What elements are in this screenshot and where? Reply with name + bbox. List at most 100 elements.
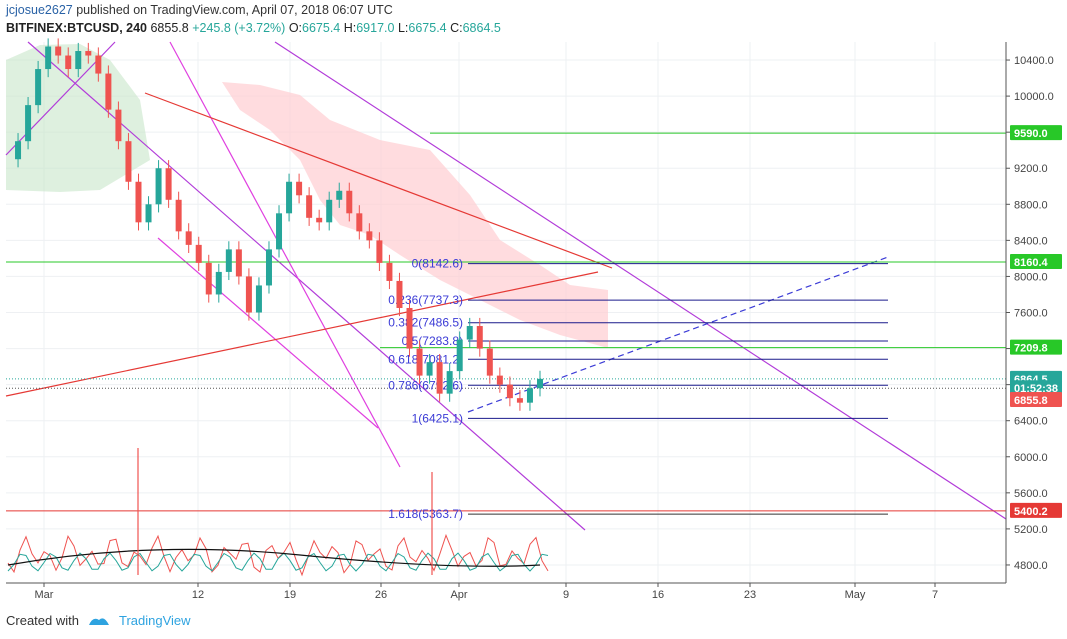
candle-body <box>145 204 152 223</box>
volume-indicator <box>7 448 549 577</box>
volume-average-line <box>7 548 541 567</box>
author-link[interactable]: jcjosue2627 <box>6 3 73 17</box>
candle-body <box>336 190 343 200</box>
candle-body <box>255 285 262 313</box>
symbol-name[interactable]: BITFINEX:BTCUSD, 240 <box>6 21 147 35</box>
time-tick-label: 16 <box>652 589 664 601</box>
candle-body <box>476 326 483 349</box>
time-axis[interactable]: Mar 12 19 26 Apr 9 16 23 May 7 <box>6 582 1006 601</box>
candle-body <box>526 388 533 403</box>
channel-line <box>169 41 401 468</box>
candle-body <box>496 375 503 385</box>
open-value: 6675.4 <box>302 21 341 35</box>
symbol-info-bar: BITFINEX:BTCUSD, 240 6855.8 +245.8 (+3.7… <box>6 21 501 35</box>
price-badge-label: 7209.8 <box>1014 343 1048 355</box>
price-axis[interactable]: 10400.010000.09600.09200.08800.08400.080… <box>1005 42 1067 583</box>
fib-level-label: 0.236(7737.3) <box>388 293 463 307</box>
trend-line <box>5 271 599 397</box>
time-tick-label: 19 <box>284 589 296 601</box>
fib-level-label: 0(8142.6) <box>412 257 463 271</box>
price-tick-label: 5600.0 <box>1014 488 1048 500</box>
last-price: 6855.8 <box>150 21 189 35</box>
candles <box>15 38 543 411</box>
time-tick-label: 23 <box>744 589 756 601</box>
channel-line <box>157 237 379 429</box>
low-value: 6675.4 <box>408 21 447 35</box>
price-badge <box>1010 502 1062 518</box>
candle-body <box>446 371 453 394</box>
candle-body <box>306 195 313 218</box>
candle-body <box>155 168 162 205</box>
candle-body <box>396 280 403 308</box>
time-tick-label: May <box>845 589 866 601</box>
price-badge <box>1010 125 1062 141</box>
price-tick-label: 8800.0 <box>1014 199 1048 211</box>
candle-body <box>436 362 443 394</box>
candle-body <box>85 51 92 56</box>
price-badge <box>1010 380 1062 396</box>
low-label: L: <box>397 21 409 35</box>
candle-body <box>537 378 543 389</box>
candle-body <box>276 213 283 250</box>
candle-body <box>165 168 172 200</box>
candle-body <box>125 141 132 182</box>
cloud-red-area <box>222 82 608 348</box>
fib-level-label: 0.382(7486.5) <box>388 316 463 330</box>
price-badge-label: 5400.2 <box>1014 506 1048 518</box>
candle-body <box>105 73 112 110</box>
candle-body <box>466 326 473 340</box>
price-tick-label: 10000.0 <box>1014 91 1054 103</box>
candle-body <box>356 213 363 232</box>
high-label: H: <box>343 21 357 35</box>
candle-body <box>95 55 102 74</box>
candle-body <box>486 348 493 376</box>
price-tick-label: 7600.0 <box>1014 308 1048 320</box>
candle-body <box>225 249 232 272</box>
candle-body <box>316 217 323 223</box>
price-tick-label: 6000.0 <box>1014 452 1048 464</box>
candle-body <box>326 199 333 223</box>
volume-line-green <box>7 552 549 572</box>
tradingview-logo-icon <box>88 617 109 625</box>
candle-body <box>235 249 242 277</box>
candle-body <box>75 51 82 70</box>
price-badge-label: 6855.8 <box>1014 395 1048 407</box>
candle-body <box>195 244 202 263</box>
price-tick-label: 8000.0 <box>1014 271 1048 283</box>
cloud-green-area <box>6 44 150 192</box>
time-tick-label: 12 <box>192 589 204 601</box>
channel-line <box>274 41 1007 520</box>
price-badges: 9590.08160.47209.86864.501:52:386855.854… <box>1010 125 1062 518</box>
candle-body <box>286 181 293 214</box>
price-badge <box>1010 253 1062 269</box>
fib-level-label: 0.5(7283.8) <box>402 334 463 348</box>
candle-body <box>215 271 222 295</box>
price-tick-label: 6400.0 <box>1014 416 1048 428</box>
open-label: O: <box>288 21 303 35</box>
price-change: +245.8 (+3.72%) <box>192 21 286 35</box>
time-tick-label: Apr <box>450 589 467 601</box>
ichimoku-cloud <box>6 44 608 348</box>
high-value: 6917.0 <box>356 21 395 35</box>
candle-body <box>115 109 122 142</box>
candle-body <box>296 181 303 196</box>
fib-level-label: 0.786(6792.6) <box>388 378 463 392</box>
publish-info: published on TradingView.com, April 07, … <box>76 3 393 17</box>
candle-body <box>205 262 212 295</box>
candle-body <box>185 231 192 245</box>
time-tick-label: 9 <box>563 589 569 601</box>
publish-header: jcjosue2627 published on TradingView.com… <box>6 3 393 17</box>
candle-body <box>55 46 62 56</box>
candle-body <box>15 141 22 160</box>
close-label: C: <box>450 21 463 35</box>
price-badge <box>1010 391 1062 407</box>
tradingview-brand-link[interactable]: TradingView <box>118 613 191 628</box>
price-badge <box>1010 339 1062 355</box>
candle-body <box>406 307 413 349</box>
candle-body <box>45 46 52 70</box>
candle-body <box>346 190 353 214</box>
trend-line <box>144 92 613 269</box>
price-tick-label: 8400.0 <box>1014 235 1048 247</box>
candle-body <box>35 69 42 106</box>
